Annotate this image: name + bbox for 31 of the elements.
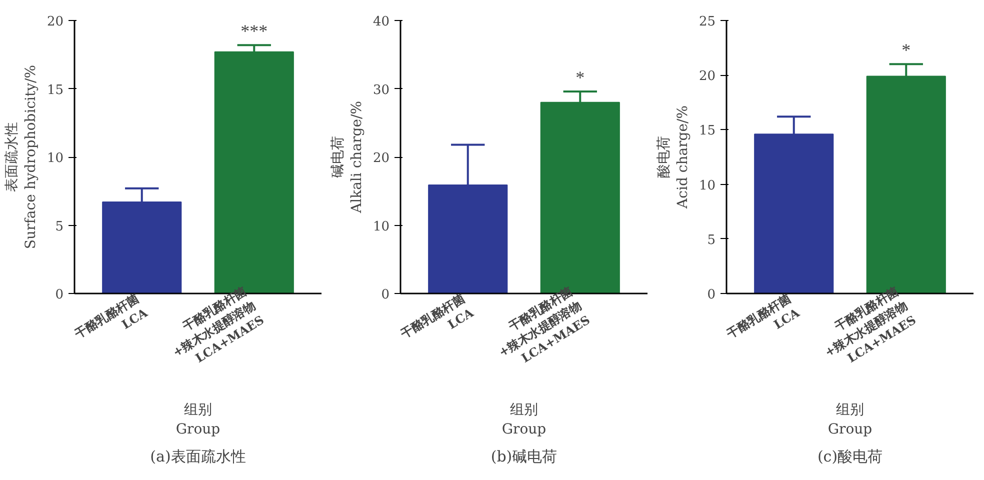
y-tick-label: 0 <box>55 288 64 302</box>
y-tick-label: 0 <box>707 288 716 302</box>
x-tick-label: 干酪乳酪杆菌 LCA <box>72 291 150 342</box>
x-axis-title: 组别 Group <box>828 402 872 438</box>
y-axis-title: 表面疏水性 Surface hydrophobicity/% <box>4 64 39 250</box>
x-axis-title: 组别 Group <box>176 402 220 438</box>
y-tick-label: 10 <box>372 219 390 234</box>
y-tick-label: 10 <box>698 178 716 194</box>
annotation: *** <box>240 21 268 42</box>
y-tick-label: 40 <box>372 14 390 30</box>
text: (b)碱电荷 <box>490 448 558 466</box>
y-tick-label: 15 <box>46 82 64 98</box>
y-tick-label: 10 <box>46 151 64 166</box>
text: (c)酸电荷 <box>817 448 883 466</box>
y-tick-label: 20 <box>372 151 390 166</box>
y-tick-label: 5 <box>707 232 716 248</box>
x-tick-label: 干酪乳酪杆菌 LCA <box>398 291 476 342</box>
y-tick-label: 25 <box>698 14 716 30</box>
y-axis-title: 酸电荷 Acid charge/% <box>656 105 691 210</box>
y-tick-label: 5 <box>55 219 64 234</box>
y-tick-label: 15 <box>698 124 716 139</box>
x-tick-label: 干酪乳酪杆菌 LCA <box>724 291 802 342</box>
annotation: * <box>576 67 585 88</box>
y-axis-title: 碱电荷 Alkali charge/% <box>330 100 365 214</box>
y-tick-label: 20 <box>46 14 64 30</box>
y-tick-label: 30 <box>372 82 390 98</box>
text: (a)表面疏水性 <box>150 448 246 466</box>
y-tick-label: 20 <box>698 69 716 84</box>
y-tick-label: 0 <box>381 288 390 302</box>
annotation: * <box>902 40 911 60</box>
x-axis-title: 组别 Group <box>502 402 546 438</box>
